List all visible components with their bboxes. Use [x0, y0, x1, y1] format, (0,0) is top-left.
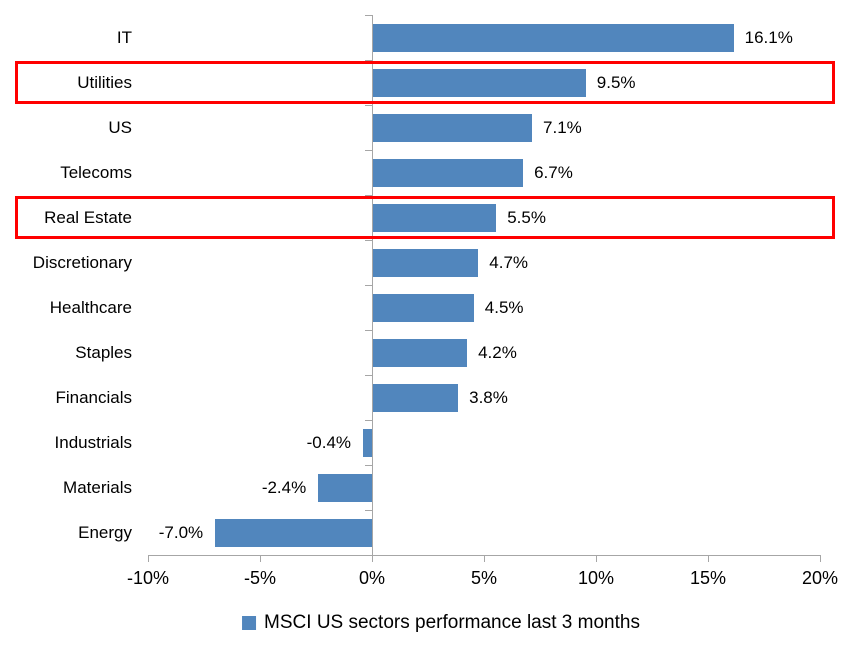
y-axis-tick — [365, 420, 373, 421]
value-label: -0.4% — [306, 432, 352, 452]
category-label: IT — [116, 27, 132, 47]
y-axis-tick — [365, 195, 373, 196]
category-label: US — [108, 117, 132, 137]
chart-bar — [373, 158, 524, 187]
x-axis-line — [148, 555, 821, 556]
chart-bar — [373, 203, 497, 232]
y-axis-tick — [365, 465, 373, 466]
x-axis-tick — [260, 556, 261, 562]
category-label: Utilities — [77, 72, 132, 92]
x-axis-tick-label: 5% — [470, 568, 497, 588]
y-axis-tick — [365, 330, 373, 331]
category-label: Financials — [55, 387, 132, 407]
y-axis-tick — [365, 285, 373, 286]
value-label: 7.1% — [543, 117, 582, 137]
x-axis-tick-label: 15% — [689, 568, 727, 588]
chart-bar — [373, 293, 474, 322]
category-label: Discretionary — [32, 252, 132, 272]
y-axis-tick — [365, 375, 373, 376]
chart-bar — [373, 338, 468, 367]
category-label: Energy — [78, 522, 132, 542]
highlight-box-utilities — [15, 61, 835, 104]
value-label: 6.7% — [534, 162, 573, 182]
x-axis-tick-label: -5% — [243, 568, 276, 588]
chart-legend: MSCI US sectors performance last 3 month… — [242, 611, 640, 635]
value-label: -7.0% — [158, 522, 204, 542]
chart-bar — [373, 68, 586, 97]
category-label: Healthcare — [49, 297, 132, 317]
y-axis-tick — [365, 150, 373, 151]
y-axis-tick — [365, 60, 373, 61]
y-axis-tick — [365, 240, 373, 241]
value-label: -2.4% — [261, 477, 307, 497]
y-axis-tick — [365, 555, 373, 556]
x-axis-tick-label: 0% — [358, 568, 385, 588]
chart-bar — [318, 473, 372, 502]
x-axis-tick-label: 10% — [577, 568, 615, 588]
y-axis-tick — [365, 510, 373, 511]
chart-bar — [363, 428, 372, 457]
category-label: Telecoms — [60, 162, 132, 182]
category-label: Industrials — [54, 432, 132, 452]
chart-bar — [373, 23, 734, 52]
x-axis-tick — [372, 556, 373, 562]
value-label: 9.5% — [596, 72, 636, 92]
value-label: 4.2% — [478, 342, 517, 362]
y-axis-tick — [365, 105, 373, 106]
y-axis-tick — [365, 15, 373, 16]
value-label: 4.5% — [484, 297, 524, 317]
legend-swatch-icon — [242, 616, 257, 630]
x-axis-tick — [484, 556, 485, 562]
highlight-box-real-estate — [15, 196, 835, 239]
category-label: Materials — [63, 477, 132, 497]
chart-bar — [373, 248, 479, 277]
x-axis-tick — [596, 556, 597, 562]
category-label: Real Estate — [44, 207, 132, 227]
chart-bar — [215, 518, 372, 547]
chart-bar — [373, 113, 533, 142]
x-axis-tick-label: 20% — [801, 568, 839, 588]
chart-bar — [373, 383, 459, 412]
value-label: 4.7% — [489, 252, 529, 272]
value-label: 5.5% — [507, 207, 546, 227]
x-axis-tick — [820, 556, 821, 562]
category-label: Staples — [75, 342, 132, 362]
value-label: 16.1% — [744, 27, 793, 47]
x-axis-tick-label: -10% — [126, 568, 170, 588]
x-axis-tick — [708, 556, 709, 562]
legend-label: MSCI US sectors performance last 3 month… — [264, 612, 640, 633]
x-axis-tick — [148, 556, 149, 562]
value-label: 3.8% — [469, 387, 508, 407]
